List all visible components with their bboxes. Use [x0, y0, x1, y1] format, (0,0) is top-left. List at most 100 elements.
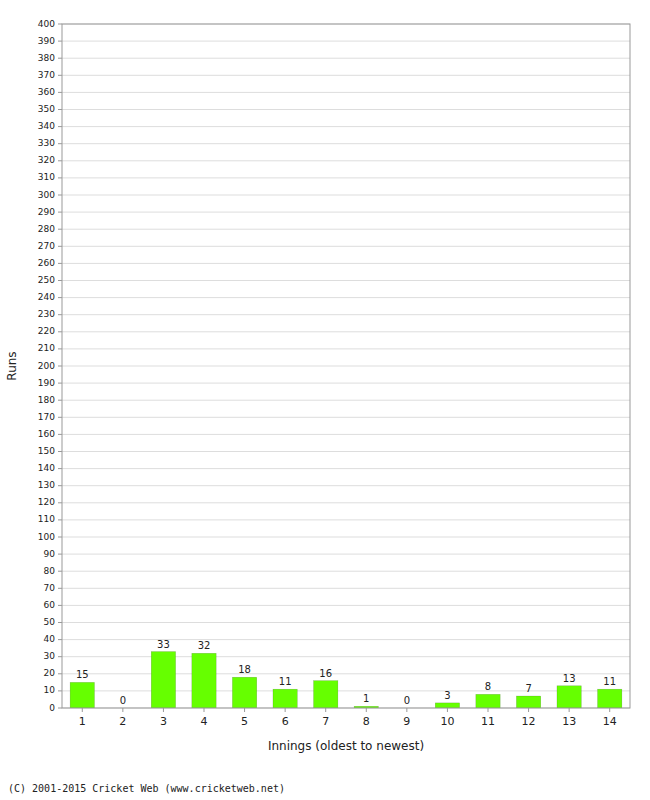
y-tick-label: 350: [38, 104, 55, 114]
data-label: 18: [238, 664, 251, 675]
data-label: 15: [76, 669, 89, 680]
y-tick: [58, 24, 62, 25]
x-tick-label: 12: [522, 715, 536, 728]
grid-line: [62, 58, 630, 59]
bar: [476, 694, 500, 708]
bar: [273, 689, 297, 708]
y-tick-label: 240: [38, 292, 55, 302]
y-tick: [58, 229, 62, 230]
y-tick: [58, 468, 62, 469]
grid-line: [62, 366, 630, 367]
y-tick: [58, 177, 62, 178]
y-tick-label: 0: [49, 703, 55, 713]
data-label: 16: [319, 668, 332, 679]
y-tick: [58, 280, 62, 281]
y-tick-label: 340: [38, 121, 55, 131]
y-tick: [58, 622, 62, 623]
bar: [151, 652, 175, 708]
x-tick: [447, 708, 448, 712]
y-tick-label: 40: [44, 634, 56, 644]
x-tick: [325, 708, 326, 712]
y-tick-label: 60: [44, 600, 56, 610]
grid-line: [62, 41, 630, 42]
grid-line: [62, 383, 630, 384]
data-label: 8: [485, 681, 491, 692]
grid-line: [62, 485, 630, 486]
y-tick: [58, 383, 62, 384]
grid-line: [62, 92, 630, 93]
y-axis: 0102030405060708090100110120130140150160…: [38, 19, 62, 713]
grid-line: [62, 160, 630, 161]
grid-line: [62, 537, 630, 538]
y-tick-label: 320: [38, 155, 55, 165]
grid-line: [62, 195, 630, 196]
x-tick: [488, 708, 489, 712]
y-tick: [58, 331, 62, 332]
data-label: 33: [157, 639, 170, 650]
y-tick: [58, 246, 62, 247]
grid-line: [62, 348, 630, 349]
y-tick-label: 360: [38, 87, 55, 97]
bar: [192, 653, 216, 708]
x-tick: [122, 708, 123, 712]
y-tick-label: 280: [38, 224, 55, 234]
y-tick-label: 120: [38, 497, 55, 507]
data-label: 0: [120, 695, 126, 706]
grid-line: [62, 656, 630, 657]
x-tick-label: 8: [363, 715, 370, 728]
grid-line: [62, 588, 630, 589]
x-tick-label: 1: [79, 715, 86, 728]
y-tick-label: 220: [38, 326, 55, 336]
grid-line: [62, 280, 630, 281]
y-tick: [58, 297, 62, 298]
y-tick: [58, 690, 62, 691]
y-tick: [58, 434, 62, 435]
bars: [70, 652, 622, 708]
y-tick-label: 10: [44, 685, 56, 695]
y-tick-label: 180: [38, 395, 55, 405]
grid: [62, 24, 630, 708]
y-tick: [58, 417, 62, 418]
y-tick-label: 90: [44, 549, 56, 559]
x-tick-label: 4: [201, 715, 208, 728]
y-tick-label: 330: [38, 138, 55, 148]
y-tick: [58, 502, 62, 503]
grid-line: [62, 451, 630, 452]
chart-container: 0102030405060708090100110120130140150160…: [0, 0, 650, 800]
y-tick: [58, 571, 62, 572]
x-tick-label: 2: [119, 715, 126, 728]
y-tick: [58, 143, 62, 144]
y-tick: [58, 366, 62, 367]
y-tick: [58, 639, 62, 640]
bar: [516, 696, 540, 708]
x-tick-label: 13: [562, 715, 576, 728]
x-axis-label: Innings (oldest to newest): [268, 739, 424, 753]
y-tick: [58, 160, 62, 161]
grid-line: [62, 468, 630, 469]
grid-line: [62, 263, 630, 264]
y-tick-label: 300: [38, 190, 55, 200]
y-tick-label: 30: [44, 651, 56, 661]
grid-line: [62, 400, 630, 401]
y-tick: [58, 314, 62, 315]
grid-line: [62, 622, 630, 623]
data-labels: 1503332181116103871311: [76, 639, 616, 706]
y-tick: [58, 554, 62, 555]
y-tick: [58, 126, 62, 127]
grid-line: [62, 571, 630, 572]
y-tick: [58, 588, 62, 589]
y-tick: [58, 109, 62, 110]
grid-line: [62, 75, 630, 76]
y-tick-label: 100: [38, 532, 55, 542]
y-tick-label: 260: [38, 258, 55, 268]
y-tick: [58, 195, 62, 196]
x-tick: [569, 708, 570, 712]
y-tick-label: 20: [44, 668, 56, 678]
bar: [557, 686, 581, 708]
y-tick-label: 400: [38, 19, 55, 29]
grid-line: [62, 331, 630, 332]
bar: [598, 689, 622, 708]
y-tick-label: 50: [44, 617, 56, 627]
y-tick: [58, 212, 62, 213]
grid-line: [62, 639, 630, 640]
